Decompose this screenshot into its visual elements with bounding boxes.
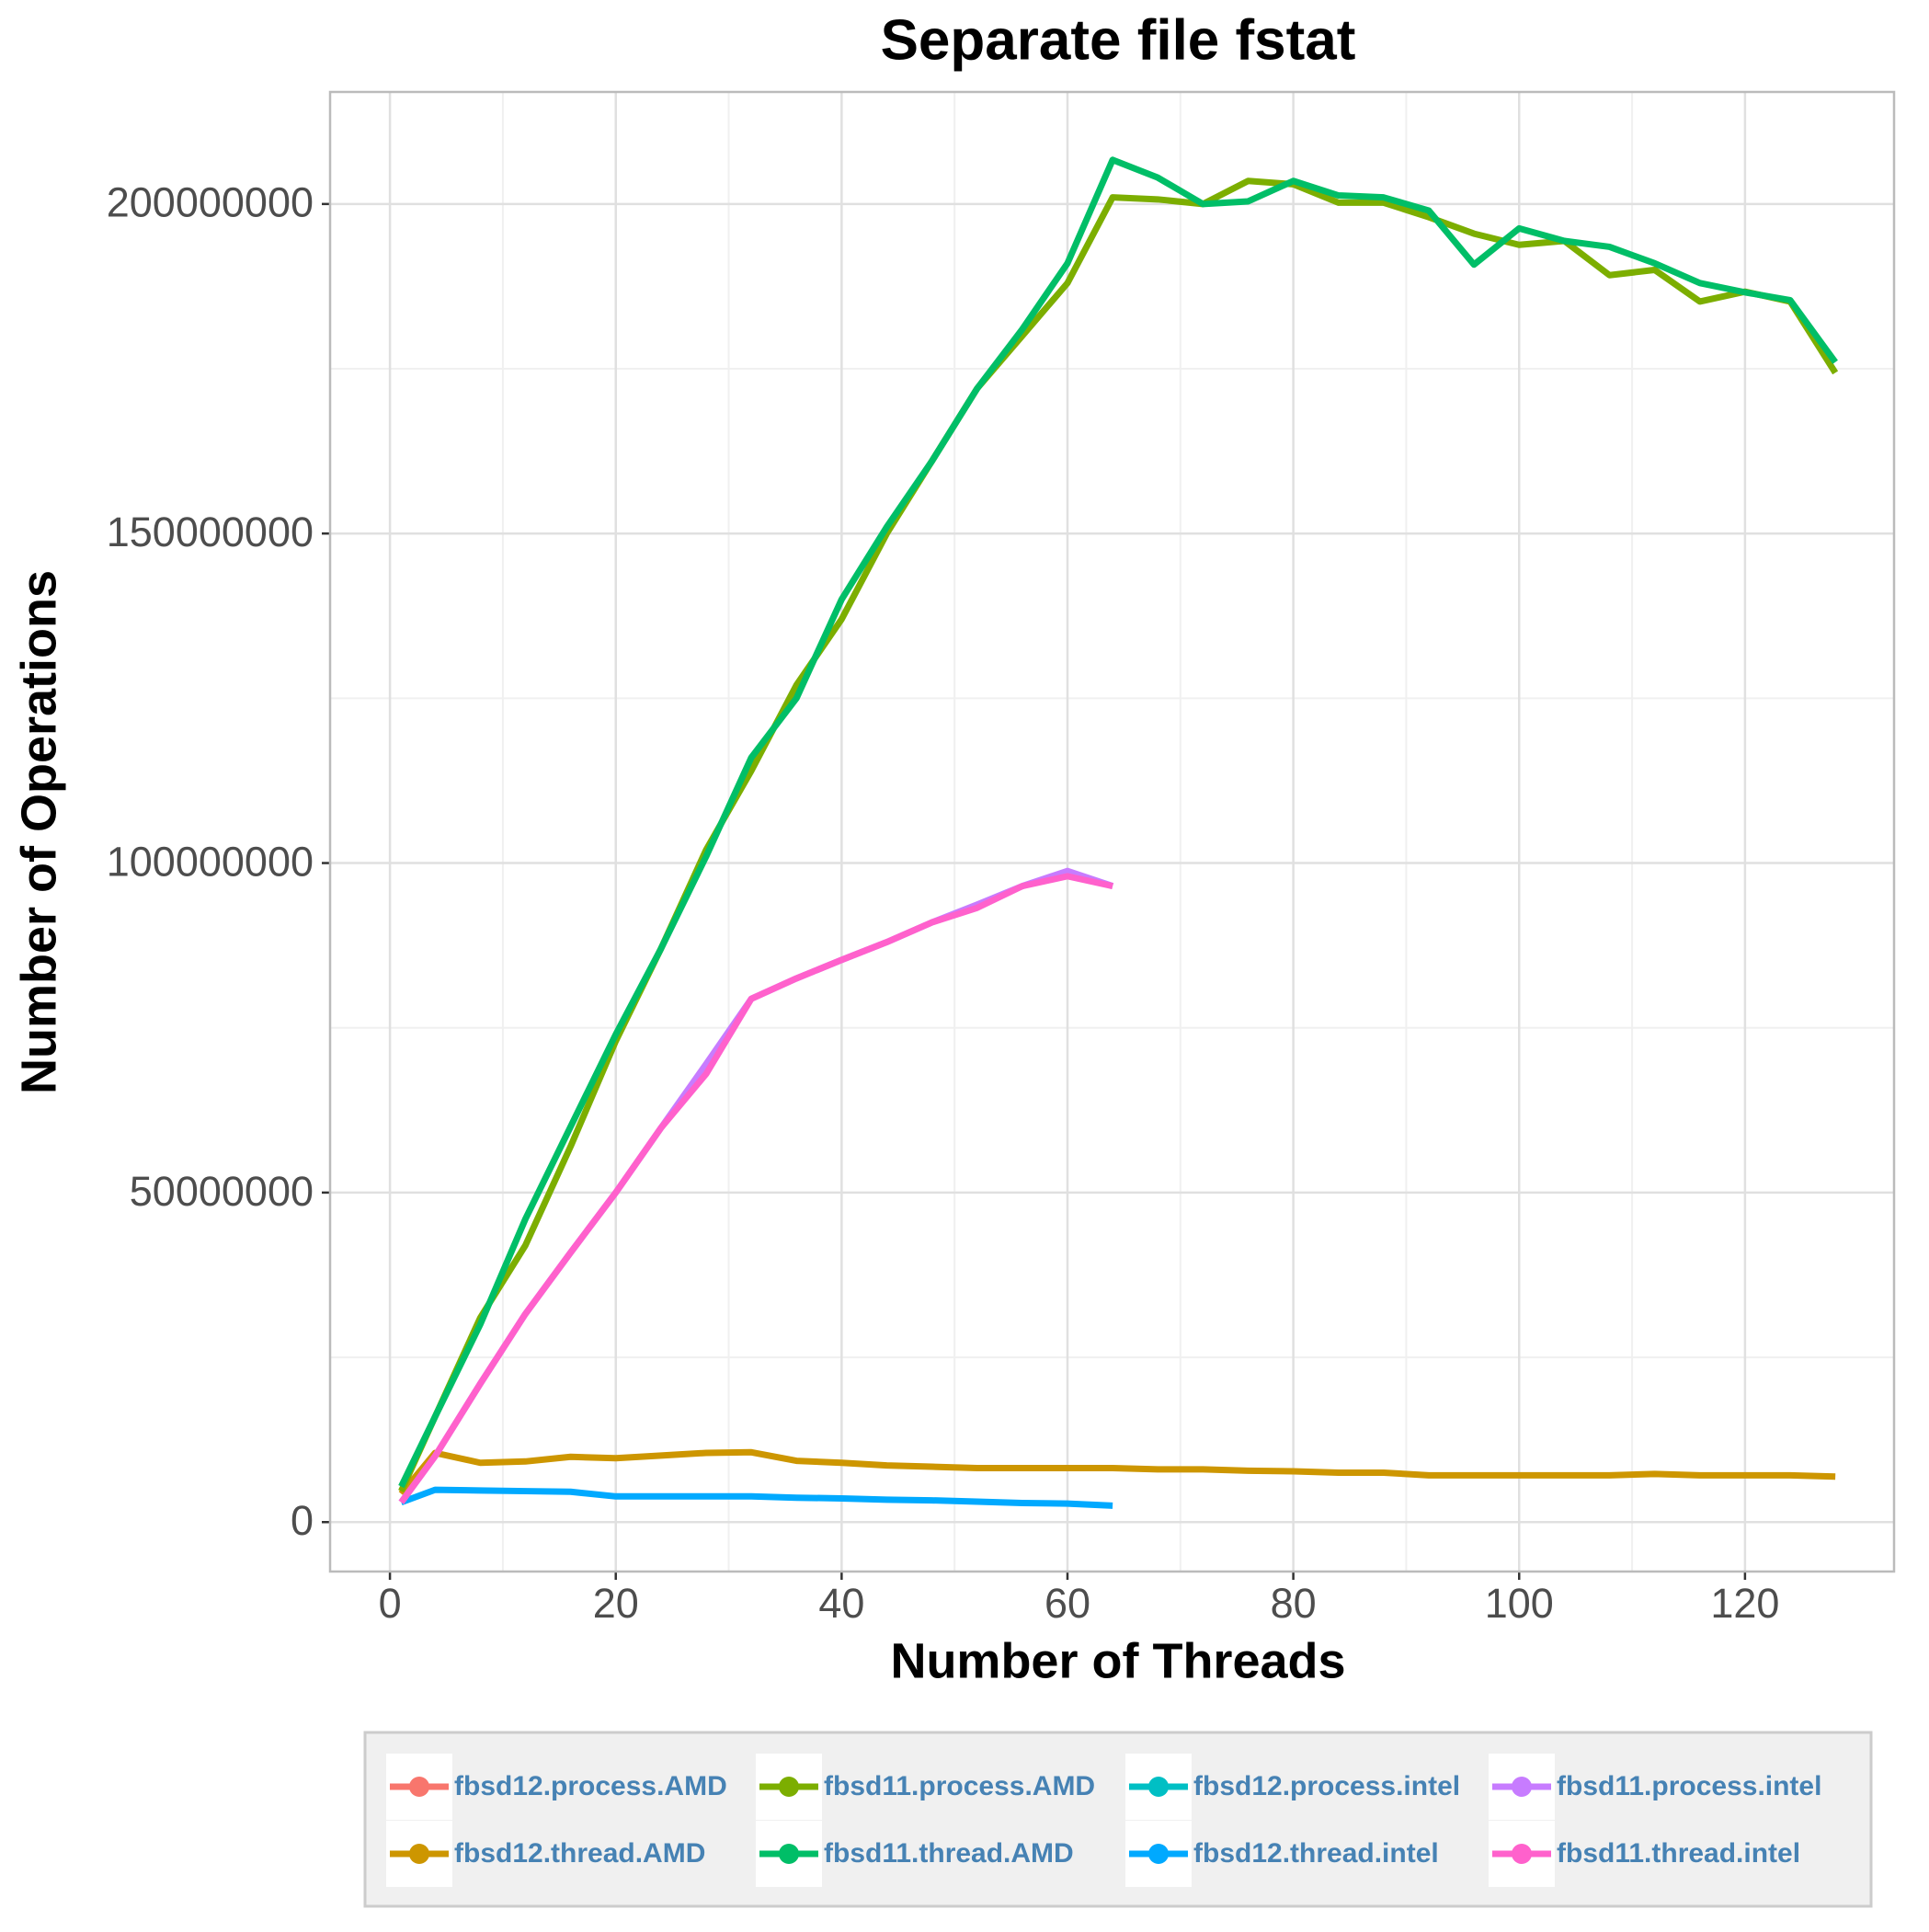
x-tick-label: 60 bbox=[1044, 1580, 1090, 1627]
y-tick-label: 150000000 bbox=[107, 509, 314, 555]
series-line bbox=[398, 156, 1838, 1489]
series-line bbox=[400, 1486, 1113, 1509]
legend-dot bbox=[1512, 1777, 1532, 1797]
legend-label: fbsd12.thread.AMD bbox=[454, 1838, 705, 1869]
y-tick-label: 50000000 bbox=[130, 1168, 314, 1215]
x-tick-label: 0 bbox=[379, 1580, 402, 1627]
plot-border bbox=[328, 90, 1896, 1573]
series-line bbox=[398, 873, 1113, 1504]
y-tick-label: 100000000 bbox=[107, 838, 314, 885]
legend-dot bbox=[1512, 1844, 1532, 1864]
legend-dot bbox=[409, 1777, 429, 1797]
legend-dot bbox=[1148, 1844, 1169, 1864]
x-tick-label: 40 bbox=[818, 1580, 864, 1627]
legend-label: fbsd12.process.AMD bbox=[454, 1771, 727, 1801]
legend-dot bbox=[409, 1844, 429, 1864]
legend-label: fbsd12.process.intel bbox=[1193, 1771, 1460, 1801]
x-tick-label: 120 bbox=[1710, 1580, 1779, 1627]
legend-dot bbox=[1148, 1777, 1169, 1797]
legend-label: fbsd11.process.intel bbox=[1557, 1771, 1821, 1801]
legend-dot bbox=[779, 1844, 799, 1864]
y-tick-label: 200000000 bbox=[107, 179, 314, 226]
x-axis-title: Number of Threads bbox=[890, 1633, 1345, 1688]
legend-box bbox=[363, 1731, 1873, 1908]
chart-title: Separate file fstat bbox=[881, 8, 1356, 72]
legend-dot bbox=[779, 1777, 799, 1797]
y-tick-label: 0 bbox=[291, 1497, 314, 1544]
x-tick-label: 100 bbox=[1485, 1580, 1554, 1627]
legend-label: fbsd12.thread.intel bbox=[1193, 1838, 1439, 1869]
series-line bbox=[398, 1448, 1836, 1496]
legend-label: fbsd11.process.AMD bbox=[824, 1771, 1095, 1801]
legend-label: fbsd11.thread.AMD bbox=[824, 1838, 1074, 1869]
y-axis-title: Number of Operations bbox=[11, 570, 66, 1094]
legend-label: fbsd11.thread.intel bbox=[1557, 1838, 1800, 1869]
x-tick-label: 80 bbox=[1271, 1580, 1317, 1627]
x-tick-label: 20 bbox=[593, 1580, 639, 1627]
